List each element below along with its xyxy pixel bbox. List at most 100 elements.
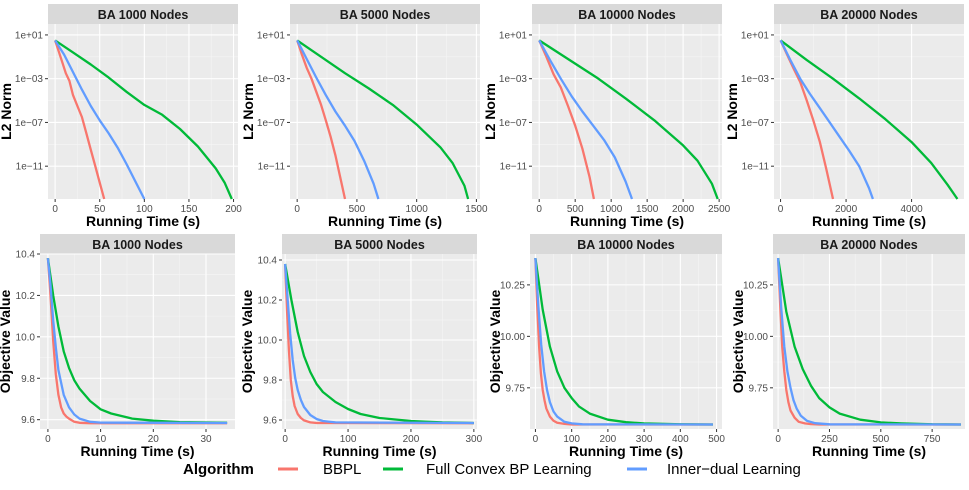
y-tick-label: 10.0 [258,336,278,347]
y-tick-label: 1e−03 [741,74,770,85]
y-axis-title: Objective Value [730,290,746,394]
series-line-bbpl [538,39,596,200]
x-tick-label: 0 [536,204,542,215]
series-line-bbpl [46,258,228,425]
y-tick-label: 9.6 [21,415,35,426]
x-tick-label: 0 [294,204,300,215]
y-tick-label: 10.2 [258,296,278,307]
y-axis-title: Objective Value [487,290,503,394]
x-axis-title: Running Time (s) [86,213,200,229]
panel-strip [774,4,964,24]
x-tick-label: 0 [52,204,58,215]
x-tick-label: 500 [349,204,366,215]
panel-strip [40,234,235,254]
y-tick-label: 1e−11 [742,162,770,173]
x-tick-label: 1000 [600,204,623,215]
series-line-full-convex-bp-learning [779,39,959,200]
x-tick-label: 20 [148,434,160,445]
y-tick-label: 10.25 [743,280,768,291]
y-axis-title: L2 Norm [0,83,14,140]
panel-1: BA 1000 Nodes 1e+01 1e−03 1e−07 1e−11 0 50 100 1… [0,4,242,229]
y-tick-label: 9.75 [506,383,526,394]
y-tick-label: 1e+01 [741,30,770,41]
legend-title: Algorithm [183,461,254,478]
x-tick-label: 10 [95,434,107,445]
panel-strip [48,4,238,24]
panel-title: BA 1000 Nodes [92,238,183,252]
y-tick-label: 10.00 [500,332,525,343]
y-tick-label: 1e−03 [499,74,528,85]
y-tick-label: 10.2 [16,291,36,302]
y-tick-label: 1e−11 [258,162,286,173]
plot-background [773,254,965,429]
panel-title: BA 10000 Nodes [577,238,675,252]
x-tick-label: 300 [466,434,483,445]
panel-strip [290,4,480,24]
series-line-bbpl [776,258,961,426]
panel-strip [773,234,965,254]
series-line-full-convex-bp-learning [46,257,228,424]
y-axis-title: L2 Norm [482,83,498,140]
series-line-inner-dual-learning [54,39,146,200]
plot-background [532,24,722,199]
legend-label-inner-dual: Inner−dual Learning [667,461,801,478]
y-tick-label: 1e−07 [257,118,286,129]
x-tick-label: 2500 [708,204,731,215]
y-tick-label: 1e−03 [15,74,44,85]
panel-title: BA 10000 Nodes [578,8,676,22]
y-tick-label: 1e+01 [257,30,286,41]
y-tick-label: 9.6 [263,416,277,427]
panel-strip [532,4,722,24]
x-axis-title: Running Time (s) [812,443,926,459]
x-axis-title: Running Time (s) [569,443,683,459]
legend-label-bbpl: BBPL [323,461,361,478]
panel-4: BA 20000 Nodes 1e+01 1e−03 1e−07 1e−11 0 2000 4… [724,4,964,229]
x-tick-label: 200 [403,434,420,445]
y-tick-label: 10.4 [16,250,36,261]
legend: Algorithm BBPL Full Convex BP Learning I… [183,461,801,478]
x-tick-label: 1000 [406,204,429,215]
series-line-inner-dual-learning [538,39,634,200]
x-tick-label: 400 [672,434,689,445]
series-line-full-convex-bp-learning [283,263,474,425]
x-tick-label: 100 [563,434,580,445]
plot-background [290,24,480,199]
panel-title: BA 20000 Nodes [820,238,918,252]
x-axis-title: Running Time (s) [812,213,926,229]
y-axis-title: L2 Norm [240,83,256,140]
series-line-bbpl [283,263,474,425]
x-tick-label: 0 [775,434,781,445]
legend-label-full-convex: Full Convex BP Learning [426,461,592,478]
y-tick-label: 1e−07 [499,118,528,129]
plot-background [48,24,238,199]
y-tick-label: 1e−07 [15,118,44,129]
x-tick-label: 50 [94,204,106,215]
x-tick-label: 0 [778,204,784,215]
series-line-inner-dual-learning [776,258,961,426]
y-tick-label: 1e+01 [499,30,528,41]
x-tick-label: 4000 [900,204,923,215]
series-line-bbpl [54,40,106,200]
x-tick-label: 1500 [636,204,659,215]
series-line-full-convex-bp-learning [54,39,233,200]
panel-7: BA 10000 Nodes 9.75 10.00 10.25 0 100 200 300 40… [487,234,725,459]
y-tick-label: 1e−11 [16,162,44,173]
x-tick-label: 750 [924,434,941,445]
series-line-full-convex-bp-learning [538,39,719,200]
x-tick-label: 0 [533,434,539,445]
plot-background [774,24,964,199]
panel-6: BA 5000 Nodes 9.6 9.8 10.0 10.2 10.4 0 100 200 30… [239,234,483,459]
series-line-bbpl [296,40,347,200]
y-tick-label: 10.0 [16,332,36,343]
x-tick-label: 250 [821,434,838,445]
y-tick-label: 1e−03 [257,74,286,85]
panel-title: BA 20000 Nodes [820,8,918,22]
series-line-inner-dual-learning [296,39,380,200]
y-tick-label: 1e+01 [15,30,44,41]
x-tick-label: 500 [708,434,725,445]
series-line-inner-dual-learning [779,39,874,200]
y-tick-label: 9.8 [263,376,277,387]
x-axis-title: Running Time (s) [570,213,684,229]
